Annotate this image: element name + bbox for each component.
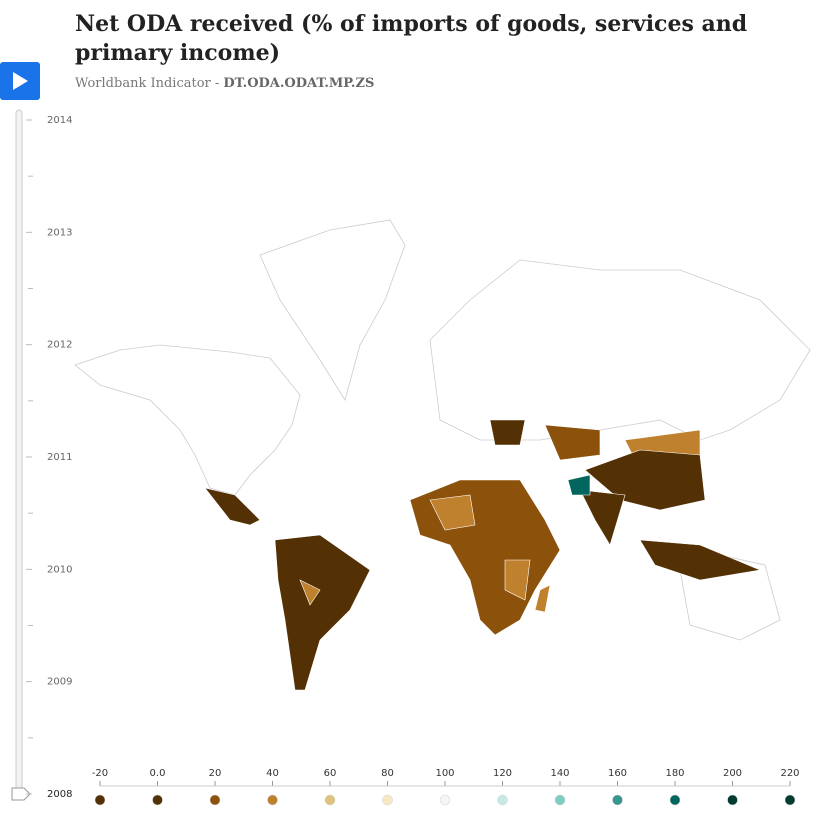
legend-label: 180 — [665, 768, 684, 779]
world-map — [74, 219, 811, 691]
year-label: 2013 — [47, 227, 72, 238]
legend-swatch — [439, 794, 451, 806]
play-icon — [13, 72, 28, 90]
legend-swatch — [727, 794, 738, 806]
year-label: 2008 — [47, 789, 72, 800]
legend-label: 0.0 — [150, 768, 166, 779]
legend-label: 60 — [324, 768, 337, 779]
legend-label: -20 — [92, 768, 108, 779]
legend-label: 40 — [266, 768, 279, 779]
subtitle: Worldbank Indicator - DT.ODA.ODAT.MP.ZS — [75, 76, 374, 91]
year-label: 2012 — [47, 340, 72, 351]
legend: -20 0.0 20 40 60 80 100 120 140 160 180 200 220 — [92, 768, 800, 806]
legend-swatch — [669, 794, 681, 806]
legend-swatch — [267, 794, 278, 806]
legend-swatch — [497, 794, 508, 806]
play-button[interactable] — [0, 62, 40, 100]
legend-label: 220 — [780, 768, 799, 779]
timeline-labels: 2014 2013 2012 2011 2010 2009 2008 — [26, 115, 72, 800]
legend-swatch — [382, 794, 393, 806]
title: Net ODA received (% of imports of goods,… — [75, 11, 748, 66]
legend-swatch — [554, 794, 566, 806]
legend-label: 140 — [550, 768, 569, 779]
legend-label: 80 — [381, 768, 394, 779]
legend-label: 160 — [608, 768, 627, 779]
legend-swatch — [324, 794, 336, 806]
year-label: 2009 — [47, 677, 72, 688]
subtitle-prefix: Worldbank Indicator - — [75, 76, 220, 91]
legend-swatch — [152, 794, 163, 806]
legend-label: 20 — [209, 768, 222, 779]
year-label: 2010 — [47, 564, 72, 575]
legend-label: 200 — [723, 768, 742, 779]
legend-label: 100 — [435, 768, 454, 779]
year-label: 2014 — [47, 115, 72, 126]
legend-swatch — [784, 794, 796, 806]
timeline-handle[interactable] — [11, 787, 31, 801]
timeline — [11, 109, 31, 801]
indicator-code: DT.ODA.ODAT.MP.ZS — [223, 76, 375, 91]
year-label: 2011 — [47, 452, 72, 463]
legend-swatch — [94, 794, 106, 806]
legend-swatch — [612, 794, 623, 806]
timeline-track — [15, 109, 23, 797]
legend-label: 120 — [493, 768, 512, 779]
legend-swatch — [209, 794, 221, 806]
